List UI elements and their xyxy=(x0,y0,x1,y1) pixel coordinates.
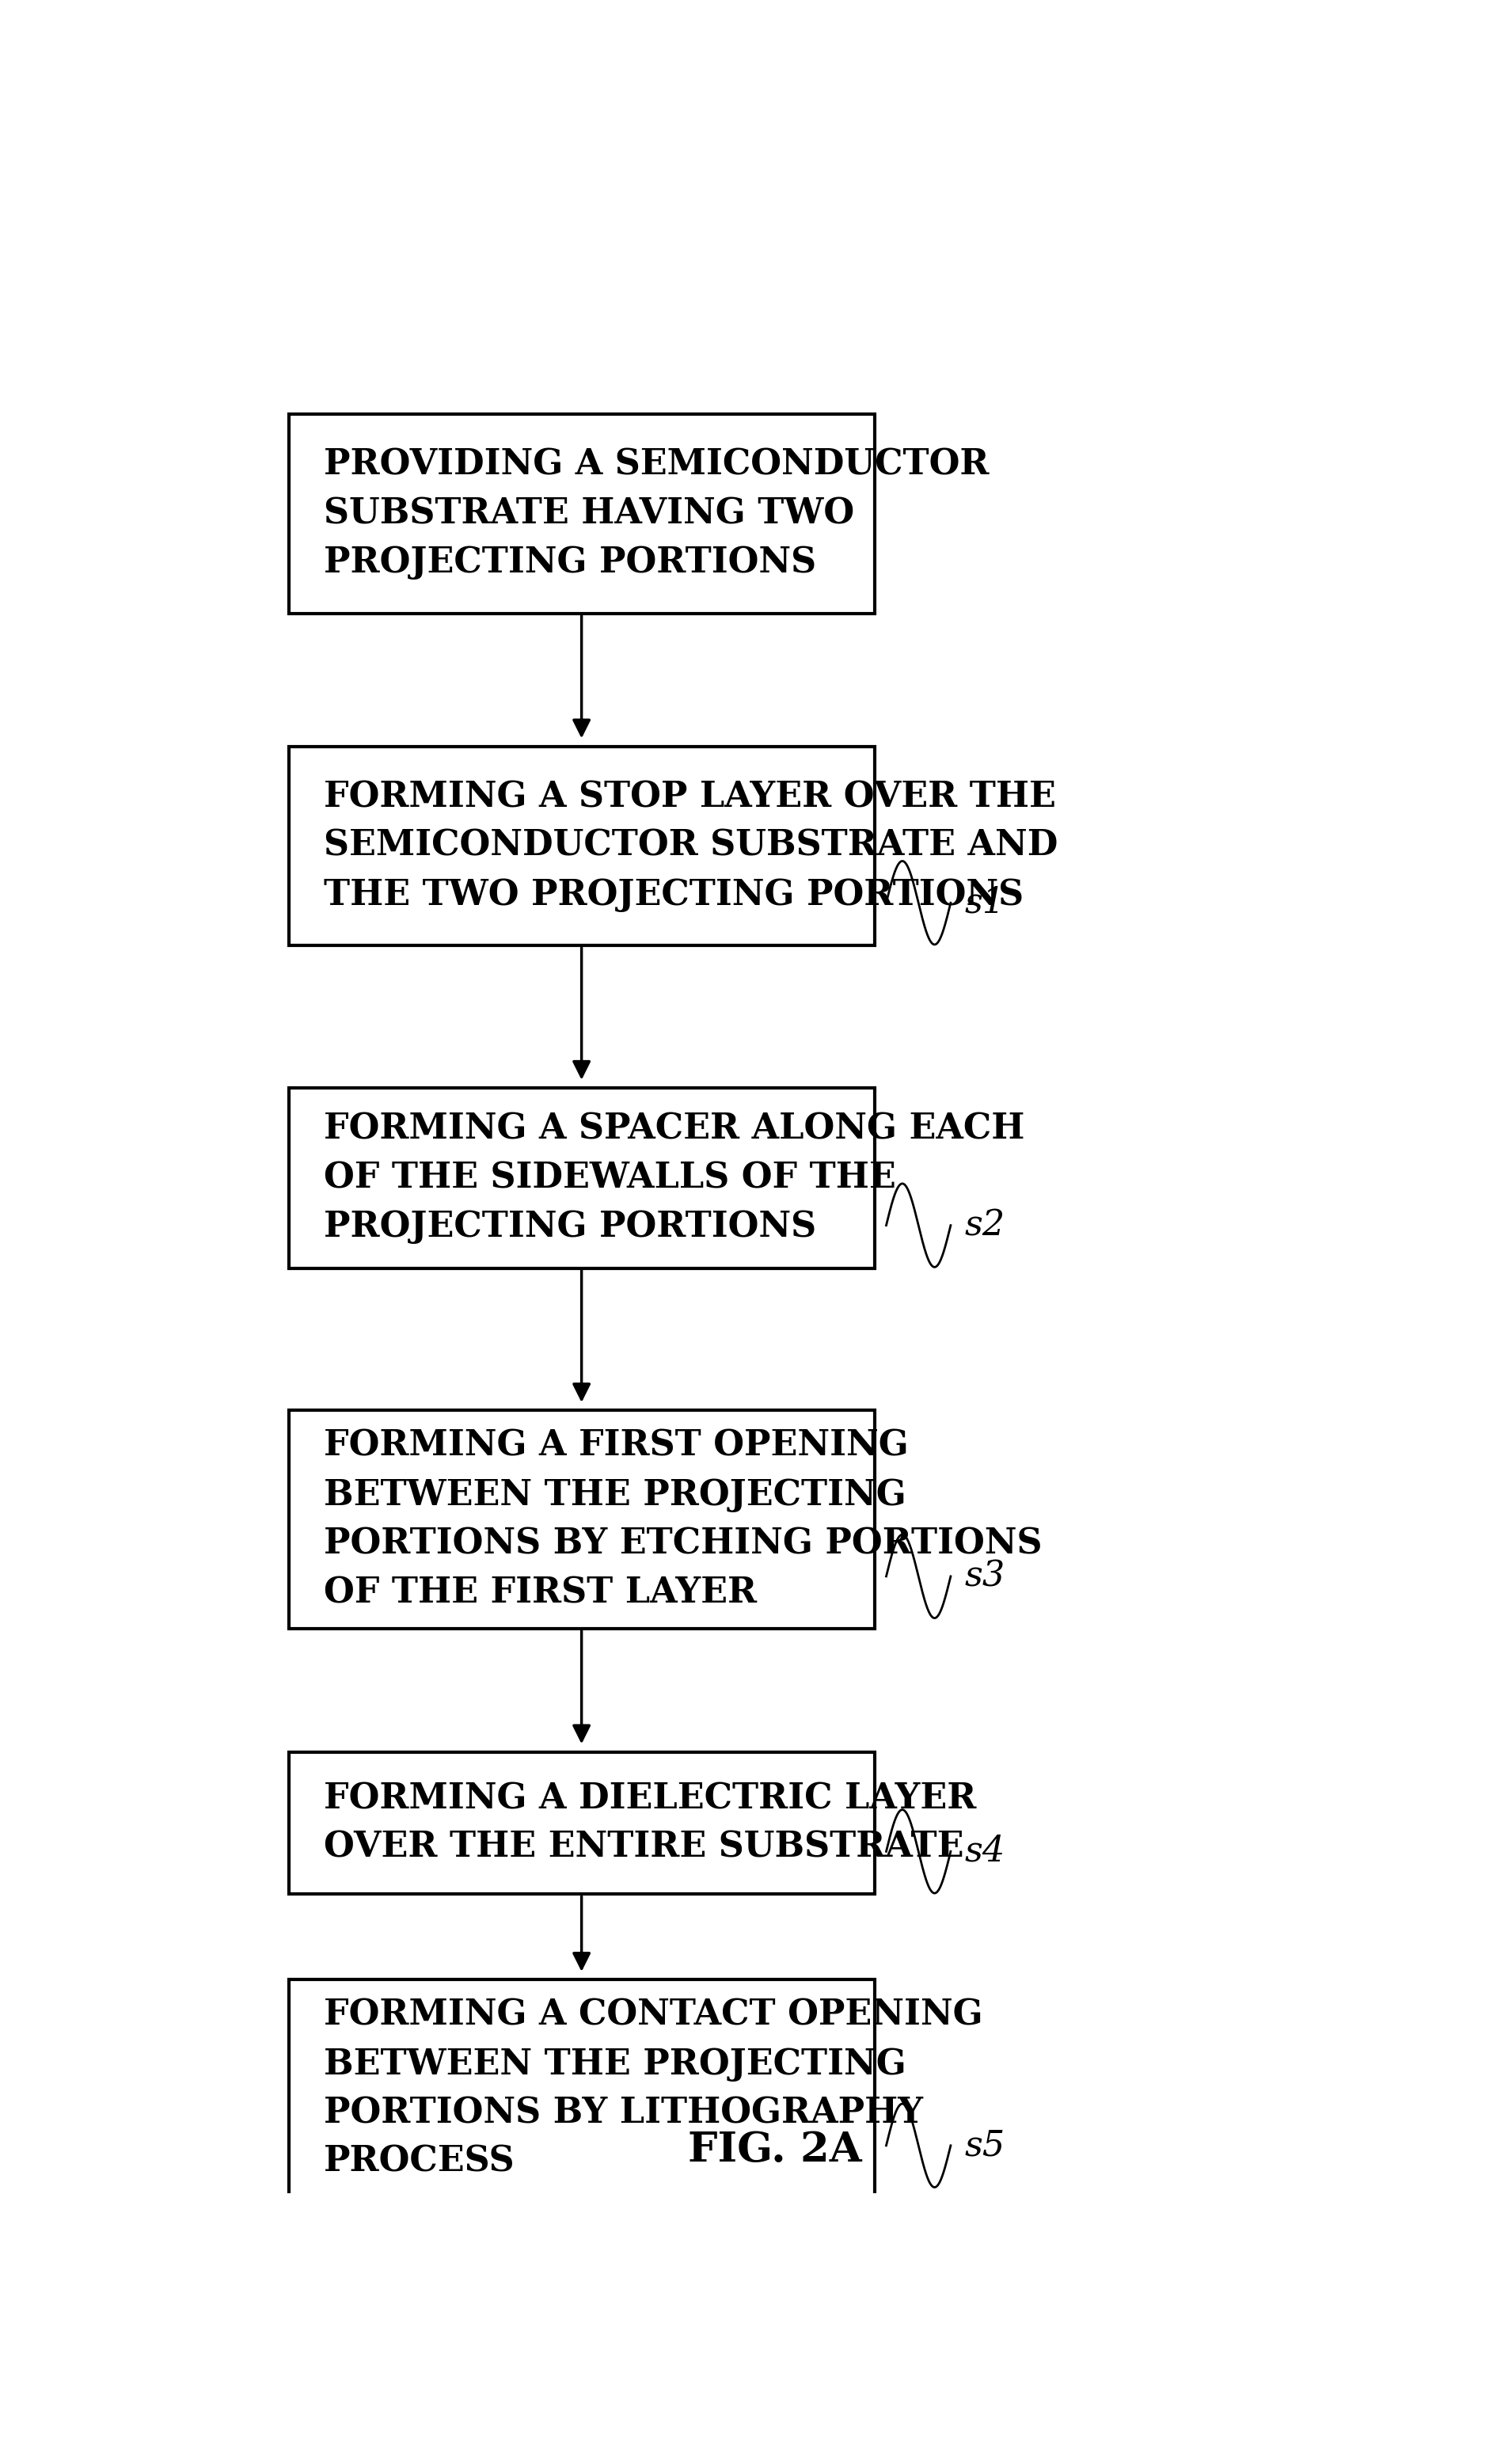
Bar xyxy=(289,747,874,946)
Text: s1: s1 xyxy=(965,885,1005,919)
Text: FORMING A DIELECTRIC LAYER
OVER THE ENTIRE SUBSTRATE: FORMING A DIELECTRIC LAYER OVER THE ENTI… xyxy=(324,1781,977,1865)
Text: FORMING A STOP LAYER OVER THE
SEMICONDUCTOR SUBSTRATE AND
THE TWO PROJECTING POR: FORMING A STOP LAYER OVER THE SEMICONDUC… xyxy=(324,781,1058,912)
Text: s5: s5 xyxy=(965,2129,1005,2163)
Text: PROVIDING A SEMICONDUCTOR
SUBSTRATE HAVING TWO
PROJECTING PORTIONS: PROVIDING A SEMICONDUCTOR SUBSTRATE HAVI… xyxy=(324,448,989,579)
Text: FORMING A CONTACT OPENING
BETWEEN THE PROJECTING
PORTIONS BY LITHOGRAPHY
PROCESS: FORMING A CONTACT OPENING BETWEEN THE PR… xyxy=(324,1998,983,2178)
Text: s3: s3 xyxy=(965,1560,1005,1594)
Text: FIG. 2A: FIG. 2A xyxy=(688,2129,862,2171)
Bar xyxy=(289,414,874,614)
Text: s2: s2 xyxy=(965,1207,1005,1242)
Bar xyxy=(289,1409,874,1629)
Bar xyxy=(289,1087,874,1269)
Text: FORMING A FIRST OPENING
BETWEEN THE PROJECTING
PORTIONS BY ETCHING PORTIONS
OF T: FORMING A FIRST OPENING BETWEEN THE PROJ… xyxy=(324,1429,1042,1609)
Bar xyxy=(289,1979,874,2198)
Bar xyxy=(289,1752,874,1895)
Text: s4: s4 xyxy=(965,1833,1005,1868)
Text: FORMING A SPACER ALONG EACH
OF THE SIDEWALLS OF THE
PROJECTING PORTIONS: FORMING A SPACER ALONG EACH OF THE SIDEW… xyxy=(324,1111,1025,1244)
